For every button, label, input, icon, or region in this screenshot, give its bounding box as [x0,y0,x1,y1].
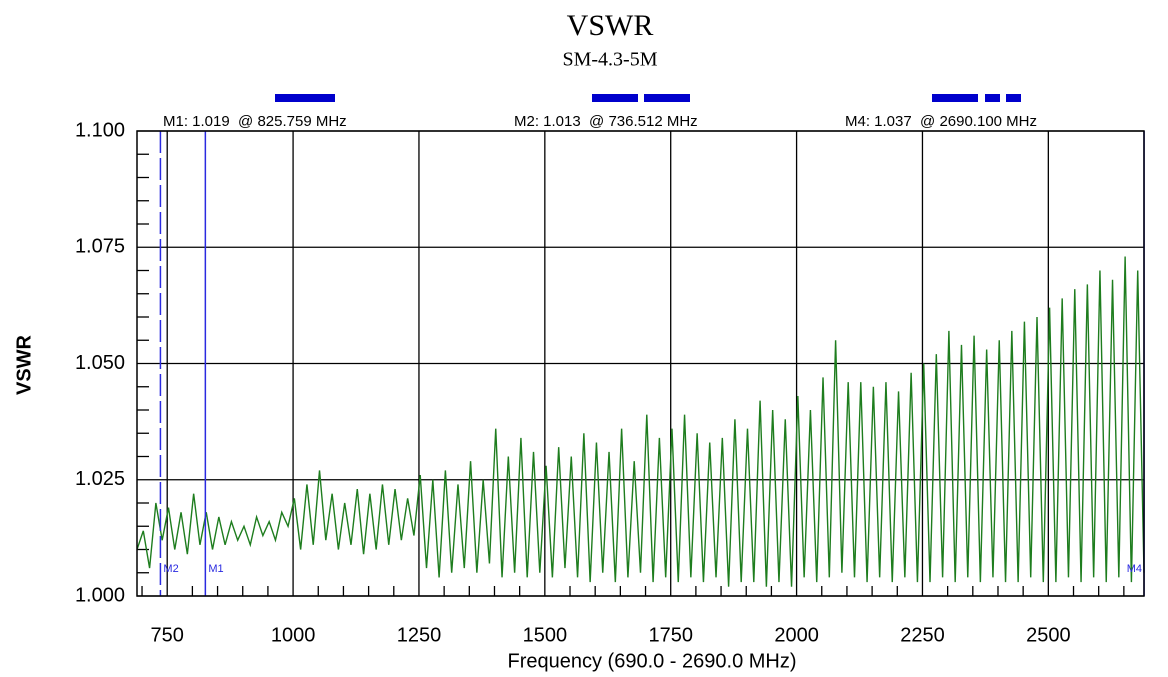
band-indicators [275,94,1021,102]
x-tick-label: 2250 [900,624,945,646]
marker-label: M2: 1.013 @ 736.512 MHz [514,113,698,130]
x-tick-label: 1250 [397,624,442,646]
band-bar [1006,94,1021,102]
plot-frame [136,130,1145,597]
x-tick-label: 1000 [271,624,316,646]
x-axis-label: Frequency (690.0 - 2690.0 MHz) [507,650,796,672]
x-tick-label: 2000 [774,624,819,646]
band-bar [985,94,1000,102]
chart-title: VSWR [567,9,654,42]
y-axis-label: VSWR [13,334,35,395]
chart-subtitle: SM-4.3-5M [562,49,657,71]
x-tick-label: 750 [151,624,184,646]
band-bar [275,94,335,102]
y-tick-label: 1.100 [75,119,125,141]
y-tick-label: 1.000 [75,584,125,606]
marker-tag: M2 [163,563,178,575]
x-tick-label: 1750 [648,624,693,646]
y-tick-label: 1.050 [75,352,125,374]
x-tick-label: 2500 [1026,624,1071,646]
marker-label: M4: 1.037 @ 2690.100 MHz [845,113,1037,130]
marker-tag: M1 [208,563,223,575]
y-tick-label: 1.025 [75,468,125,490]
band-bar [592,94,638,102]
x-tick-label: 1500 [523,624,568,646]
band-bar [932,94,978,102]
band-bar [644,94,690,102]
marker-tag: M4 [1127,563,1142,575]
y-tick-label: 1.075 [75,236,125,258]
marker-label: M1: 1.019 @ 825.759 MHz [163,113,347,130]
vswr-line [136,256,1145,587]
